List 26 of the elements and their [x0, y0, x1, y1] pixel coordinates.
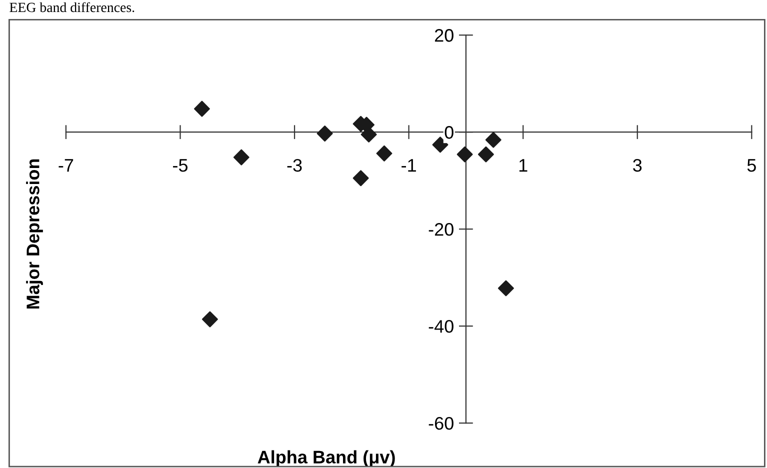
point	[376, 145, 392, 162]
y-tick-label: 0	[444, 126, 454, 139]
point	[352, 170, 369, 186]
text: EEG band differences.	[10, 2, 134, 12]
point	[233, 149, 250, 166]
y-tick-label: -60	[428, 417, 454, 430]
y-axis-title: Major Depression	[26, 159, 43, 309]
point	[360, 126, 377, 142]
x-tick-label: 1	[519, 159, 528, 172]
point	[485, 132, 502, 148]
x-tick-label: -3	[287, 158, 302, 172]
y-tick-label: 20	[434, 29, 454, 42]
point	[498, 280, 514, 296]
x-tick-label: -7	[58, 159, 74, 172]
point	[478, 146, 494, 162]
y-tick-label: -20	[428, 223, 454, 236]
point	[316, 126, 333, 142]
x-tick-label: 3	[633, 158, 642, 172]
y-tick-label: -40	[428, 320, 454, 333]
x-tick-label: -5	[173, 159, 188, 172]
x-tick-label: -1	[402, 159, 416, 172]
point	[202, 311, 218, 328]
x-axis-title: Alpha Band (μv)	[258, 450, 395, 468]
x-tick-label: 5	[747, 159, 756, 172]
point	[194, 100, 210, 117]
point	[456, 146, 473, 162]
